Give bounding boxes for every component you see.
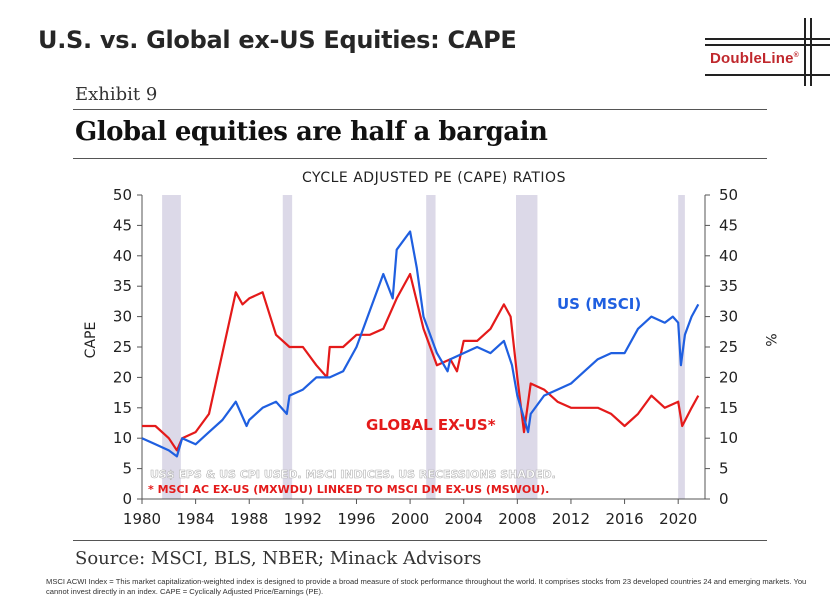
source-divider <box>73 540 767 541</box>
y-tick-label-left: 10 <box>113 429 132 447</box>
y-tick-label-right: 0 <box>719 490 729 508</box>
x-tick-label: 1984 <box>177 510 215 528</box>
recession-band-4 <box>515 195 538 499</box>
us-cape-line <box>141 230 700 458</box>
global-series-label: GLOBAL EX-US* <box>366 416 496 434</box>
footnote: MSCI ACWI Index = This market capitaliza… <box>46 577 807 596</box>
series-layer <box>141 230 700 458</box>
y-tick-label-left: 30 <box>113 308 132 326</box>
index-note: * MSCI AC EX-US (MXWDU) LINKED TO MSCI D… <box>148 483 549 496</box>
recession-band-1 <box>162 195 181 499</box>
y-tick-label-left: 25 <box>113 338 132 356</box>
doubleline-logo: DoubleLine® <box>700 18 835 88</box>
y-tick-label-right: 40 <box>719 247 738 265</box>
y-axis-label: CAPE <box>83 322 99 359</box>
chart-title: CYCLE ADJUSTED PE (CAPE) RATIOS <box>302 170 566 186</box>
y-tick-label-right: 15 <box>719 399 738 417</box>
method-note: US$ EPS & US CPI USED. MSCI INDICES. US … <box>150 468 556 481</box>
y-tick-label-left: 0 <box>122 490 132 508</box>
x-tick-label: 2020 <box>659 510 697 528</box>
headline-divider <box>73 158 767 159</box>
slide-title: U.S. vs. Global ex-US Equities: CAPE <box>38 26 517 54</box>
exhibit-divider <box>73 109 767 110</box>
y-tick-label-right: 35 <box>719 277 738 295</box>
exhibit-label: Exhibit 9 <box>75 84 158 105</box>
x-tick-label: 2012 <box>552 510 590 528</box>
x-tick-label: 1988 <box>230 510 268 528</box>
y-tick-label-left: 50 <box>113 186 132 204</box>
us-series-label: US (MSCI) <box>557 295 641 313</box>
y-tick-label-right: 50 <box>719 186 738 204</box>
global-ex-us-cape-line <box>142 272 700 452</box>
recession-shading-layer <box>162 195 685 499</box>
y-tick-label-right: 5 <box>719 460 729 478</box>
recession-band-2 <box>282 195 293 499</box>
y-tick-label-left: 15 <box>113 399 132 417</box>
y2-axis-label: % <box>762 333 778 346</box>
x-tick-label: 1992 <box>284 510 322 528</box>
y-tick-label-left: 20 <box>113 368 132 386</box>
recession-band-5 <box>678 195 685 499</box>
logo-text: DoubleLine® <box>710 50 800 67</box>
x-tick-label: 2004 <box>445 510 483 528</box>
y-tick-label-left: 35 <box>113 277 132 295</box>
y-tick-label-left: 40 <box>113 247 132 265</box>
y-tick-label-right: 10 <box>719 429 738 447</box>
y-tick-label-left: 45 <box>113 216 132 234</box>
y-tick-label-right: 20 <box>719 368 738 386</box>
x-tick-label: 2016 <box>605 510 643 528</box>
y-tick-label-right: 45 <box>719 216 738 234</box>
source-line: Source: MSCI, BLS, NBER; Minack Advisors <box>75 548 482 569</box>
y-tick-label-left: 5 <box>122 460 132 478</box>
x-tick-label: 1996 <box>337 510 375 528</box>
y-tick-label-right: 25 <box>719 338 738 356</box>
y-tick-label-right: 30 <box>719 308 738 326</box>
x-tick-label: 1980 <box>123 510 161 528</box>
x-tick-label: 2000 <box>391 510 429 528</box>
chart-headline: Global equities are half a bargain <box>75 117 548 147</box>
x-tick-label: 2008 <box>498 510 536 528</box>
